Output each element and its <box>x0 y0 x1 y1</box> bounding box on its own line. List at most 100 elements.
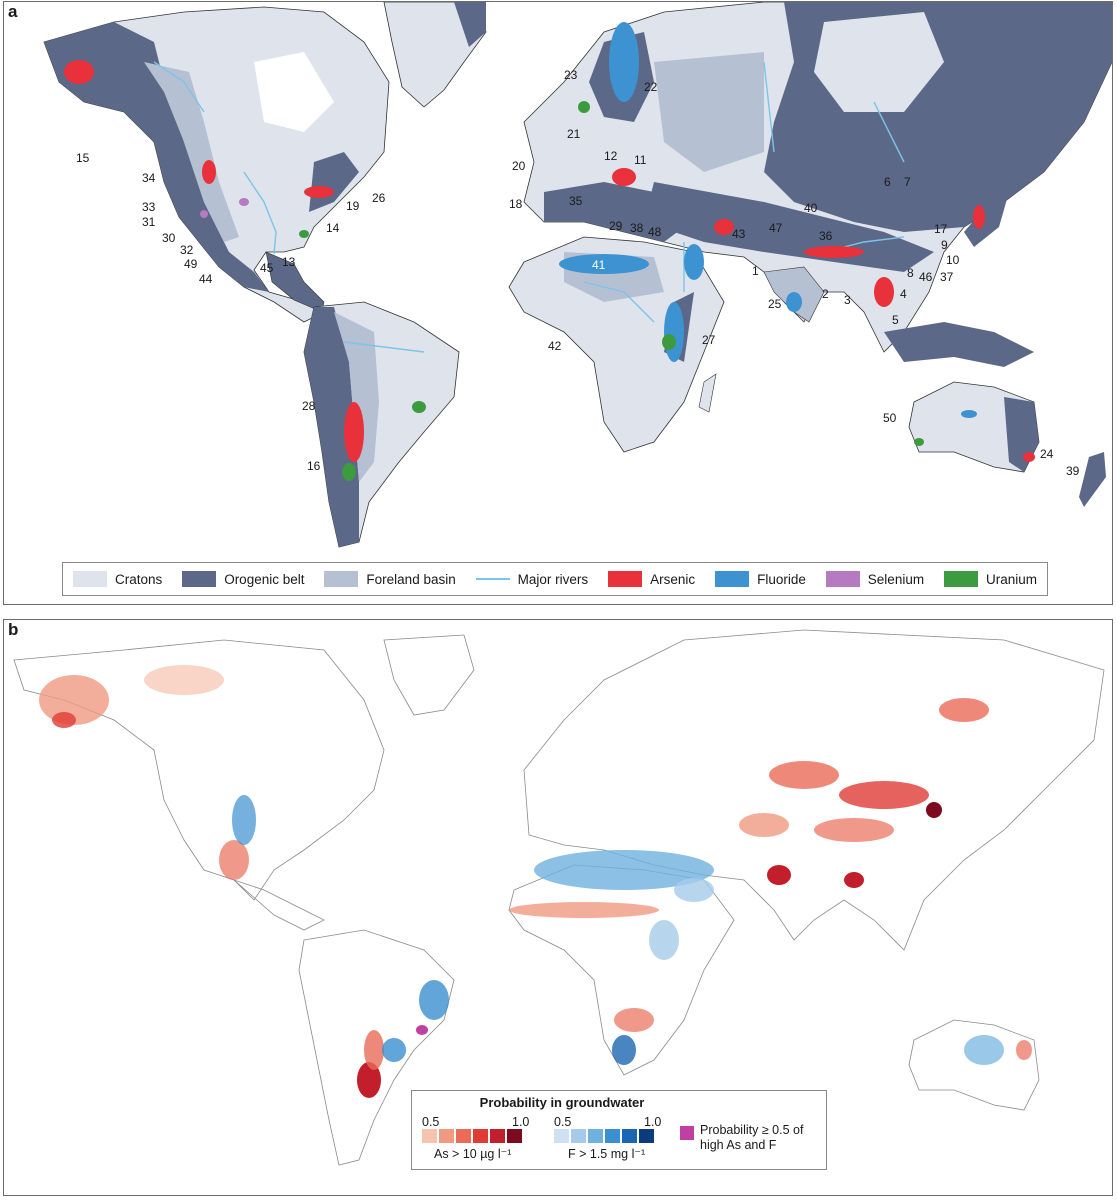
arsenic-region <box>64 60 94 84</box>
f-caption: F > 1.5 mg l⁻¹ <box>568 1147 646 1161</box>
region-label: 14 <box>326 221 340 235</box>
region-label: 10 <box>946 253 960 267</box>
legend-item-fluoride: Fluoride <box>715 571 806 587</box>
ramp-step <box>622 1129 637 1143</box>
f-scale-max: 1.0 <box>644 1115 662 1129</box>
arsenic-swatch <box>608 571 643 587</box>
panel-a-world-map: 15 34 33 31 30 32 49 44 45 13 14 19 26 2… <box>43 2 1112 548</box>
legend-label: Cratons <box>114 571 163 587</box>
legend-item-major-rivers: Major rivers <box>475 571 589 587</box>
panel-a-geology-map: a <box>3 1 1113 605</box>
region-label: 17 <box>934 222 948 236</box>
region-label: 44 <box>199 272 213 286</box>
region-label: 19 <box>346 199 360 213</box>
ramp-step <box>422 1129 437 1143</box>
region-label: 37 <box>940 270 954 284</box>
foreland-swatch <box>324 571 359 587</box>
panel-a-letter: a <box>8 2 18 21</box>
orogenic-swatch <box>182 571 217 587</box>
region-label: 26 <box>372 191 386 205</box>
ramp-step <box>456 1129 471 1143</box>
f-scale-min: 0.5 <box>554 1115 572 1129</box>
legend-label: Major rivers <box>517 571 589 587</box>
legend-label: Arsenic <box>650 571 696 587</box>
region-label: 23 <box>564 68 578 82</box>
legend-label: Uranium <box>986 571 1038 587</box>
panel-a-legend: Cratons Orogenic belt Foreland basin Maj… <box>62 562 1048 596</box>
as-caption: As > 10 µg l⁻¹ <box>434 1147 512 1161</box>
both-caption: Probability ≥ 0.5 of high As and F <box>700 1123 804 1152</box>
fluoride-swatch <box>715 571 750 587</box>
region-label: 45 <box>260 261 274 275</box>
legend-label: Foreland basin <box>366 571 456 587</box>
uranium-swatch <box>944 571 979 587</box>
region-label: 22 <box>644 80 658 94</box>
ramp-step <box>507 1129 522 1143</box>
region-label: 38 <box>630 221 644 235</box>
region-labels: 15 34 33 31 30 32 49 44 45 13 14 19 26 2… <box>76 68 1080 478</box>
region-label: 36 <box>819 229 833 243</box>
region-label: 24 <box>1040 447 1054 461</box>
ramp-step <box>588 1129 603 1143</box>
uranium-region <box>342 463 356 481</box>
region-label: 35 <box>569 194 583 208</box>
as-scale-max: 1.0 <box>512 1115 530 1129</box>
selenium-region <box>239 198 249 206</box>
legend-item-cratons: Cratons <box>72 571 163 587</box>
region-label: 30 <box>162 231 176 245</box>
region-label: 48 <box>648 225 662 239</box>
cratons-swatch <box>72 571 107 587</box>
legend-item-arsenic: Arsenic <box>608 571 695 587</box>
region-label: 32 <box>180 243 194 257</box>
region-label: 11 <box>634 153 647 167</box>
region-label: 27 <box>702 333 716 347</box>
ramp-step <box>439 1129 454 1143</box>
region-label: 8 <box>907 266 914 280</box>
panel-b-letter: b <box>8 620 19 639</box>
legend-item-orogenic-belt: Orogenic belt <box>182 571 304 587</box>
region-label: 2 <box>822 287 829 301</box>
panel-b-probability-map: b <box>3 619 1113 1196</box>
fluoride-probability <box>232 795 1004 1065</box>
both-probability <box>416 1025 428 1035</box>
legend-label: Selenium <box>867 571 925 587</box>
ramp-step <box>639 1129 654 1143</box>
region-label: 49 <box>184 257 198 271</box>
legend-item-selenium: Selenium <box>825 571 925 587</box>
as-color-ramp <box>422 1129 522 1143</box>
region-label: 6 <box>884 175 891 189</box>
fluoride-region <box>559 254 649 274</box>
panel-b-world-map <box>13 629 1105 1166</box>
f-color-ramp <box>554 1129 654 1143</box>
region-label: 39 <box>1066 464 1080 478</box>
region-label: 12 <box>604 149 618 163</box>
region-label: 4 <box>900 287 907 301</box>
region-label: 18 <box>509 197 523 211</box>
ramp-step <box>605 1129 620 1143</box>
ramp-step <box>571 1129 586 1143</box>
rivers-swatch <box>475 578 510 580</box>
region-label: 31 <box>142 215 156 229</box>
ramp-step <box>473 1129 488 1143</box>
region-label: 41 <box>592 258 606 272</box>
region-label: 33 <box>142 200 156 214</box>
region-label: 16 <box>307 459 321 473</box>
region-label: 42 <box>548 339 562 353</box>
region-label: 28 <box>302 399 316 413</box>
both-swatch <box>680 1126 694 1140</box>
region-label: 21 <box>567 127 581 141</box>
region-label: 3 <box>844 293 851 307</box>
region-label: 7 <box>904 175 911 189</box>
ramp-step <box>554 1129 569 1143</box>
region-label: 40 <box>804 201 818 215</box>
region-label: 1 <box>752 264 759 278</box>
region-label: 50 <box>883 411 897 425</box>
region-label: 29 <box>609 219 623 233</box>
region-label: 5 <box>892 313 899 327</box>
region-label: 34 <box>142 171 156 185</box>
legend-title: Probability in groundwater <box>479 1095 645 1110</box>
panel-b-legend: Probability in groundwater 0.5 1.0 As > … <box>411 1090 827 1170</box>
region-label: 20 <box>512 159 526 173</box>
region-label: 43 <box>732 227 746 241</box>
region-label: 46 <box>919 270 933 284</box>
